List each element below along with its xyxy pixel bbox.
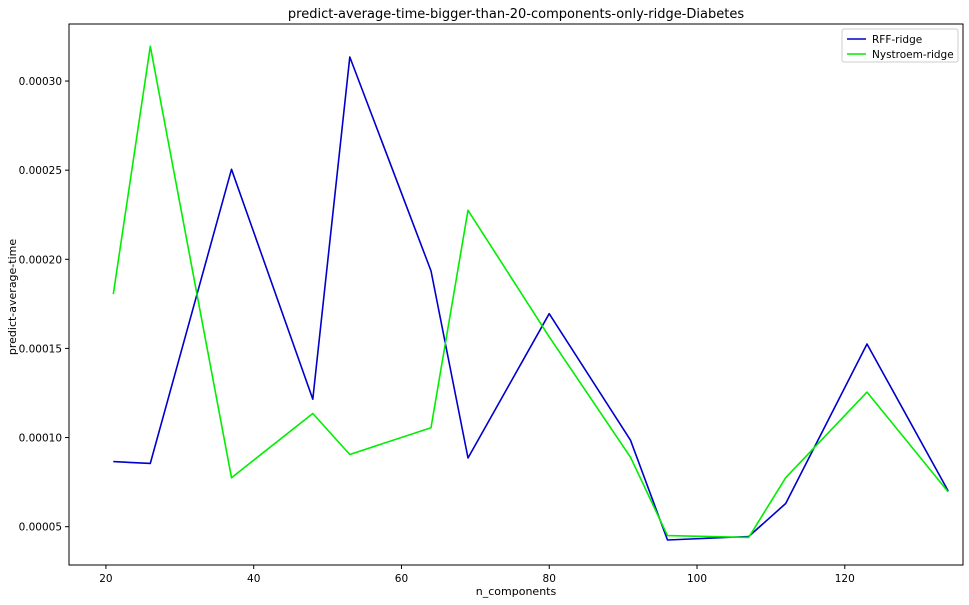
x-tick-label: 20 <box>99 573 112 585</box>
y-tick-label: 0.00030 <box>19 76 62 88</box>
series-line-nystroem-ridge <box>112 45 949 539</box>
x-tick-label: 80 <box>543 573 556 585</box>
x-tick-label: 100 <box>687 573 707 585</box>
y-tick-label: 0.00015 <box>19 343 62 355</box>
x-axis-label: n_components <box>476 585 557 598</box>
legend-entry: Nystroem-ridge <box>872 49 954 61</box>
legend-box <box>841 28 959 63</box>
series-line-rff-ridge <box>113 56 949 541</box>
chart-title: predict-average-time-bigger-than-20-comp… <box>288 7 744 22</box>
plot-area <box>68 23 964 566</box>
y-axis: 0.00005 0.00010 0.00015 0.00020 0.00025 0.000… <box>19 76 69 534</box>
legend-entry: RFF-ridge <box>872 34 922 46</box>
x-tick-label: 60 <box>395 573 408 585</box>
y-tick-label: 0.00010 <box>19 433 62 445</box>
y-tick-label: 0.00020 <box>19 254 62 266</box>
y-tick-label: 0.00005 <box>19 522 62 534</box>
x-axis: 20 40 60 80 100 120 <box>99 565 855 585</box>
y-tick-label: 0.00025 <box>19 165 62 177</box>
y-axis-label: predict-average-time <box>6 239 19 355</box>
series-lines <box>112 45 949 541</box>
x-tick-label: 40 <box>247 573 260 585</box>
legend: RFF-ridge Nystroem-ridge <box>841 28 959 63</box>
x-tick-label: 120 <box>835 573 855 585</box>
